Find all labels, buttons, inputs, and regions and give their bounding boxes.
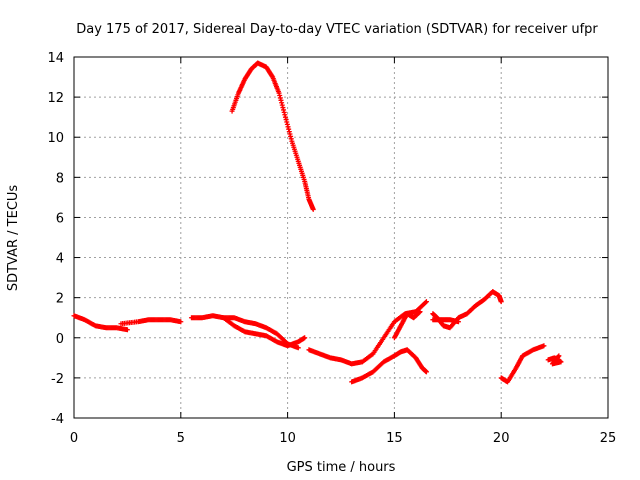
data-point [417, 309, 423, 315]
data-points [71, 60, 564, 385]
x-tick-label: 25 [600, 431, 617, 446]
x-tick-label: 0 [70, 431, 78, 446]
y-tick-label: 8 [56, 171, 64, 186]
y-tick-label: -2 [51, 372, 64, 387]
y-tick-label: 14 [47, 51, 64, 66]
data-point [178, 319, 184, 325]
data-point [310, 206, 316, 212]
data-point [498, 299, 504, 305]
y-tick-label: -4 [51, 412, 64, 427]
x-axis-label: GPS time / hours [287, 460, 396, 475]
y-tick-label: 2 [56, 292, 64, 307]
data-point [556, 353, 562, 359]
data-point [423, 299, 429, 305]
data-point [455, 319, 461, 325]
y-axis-label: SDTVAR / TECUs [6, 185, 21, 292]
data-point [295, 345, 301, 351]
grid-lines [74, 57, 608, 418]
plot-frame [73, 56, 609, 419]
x-tick-label: 5 [177, 431, 185, 446]
x-tick-label: 15 [386, 431, 403, 446]
chart-title: Day 175 of 2017, Sidereal Day-to-day VTE… [76, 22, 598, 37]
y-tick-label: 10 [47, 131, 64, 146]
y-tick-label: 6 [56, 211, 64, 226]
data-point [541, 343, 547, 349]
x-tick-labels: 0 5 10 15 20 25 [70, 431, 616, 446]
y-tick-label: 0 [56, 332, 64, 347]
x-tick-label: 10 [279, 431, 296, 446]
data-point [124, 327, 130, 333]
y-tick-labels: -4 -2 0 2 4 6 8 10 12 14 [47, 51, 64, 427]
x-tick-label: 20 [493, 431, 510, 446]
y-tick-label: 12 [47, 91, 64, 106]
y-tick-label: 4 [56, 252, 64, 267]
data-point [302, 335, 308, 341]
data-point [423, 369, 429, 375]
axis-ticks [73, 56, 609, 419]
